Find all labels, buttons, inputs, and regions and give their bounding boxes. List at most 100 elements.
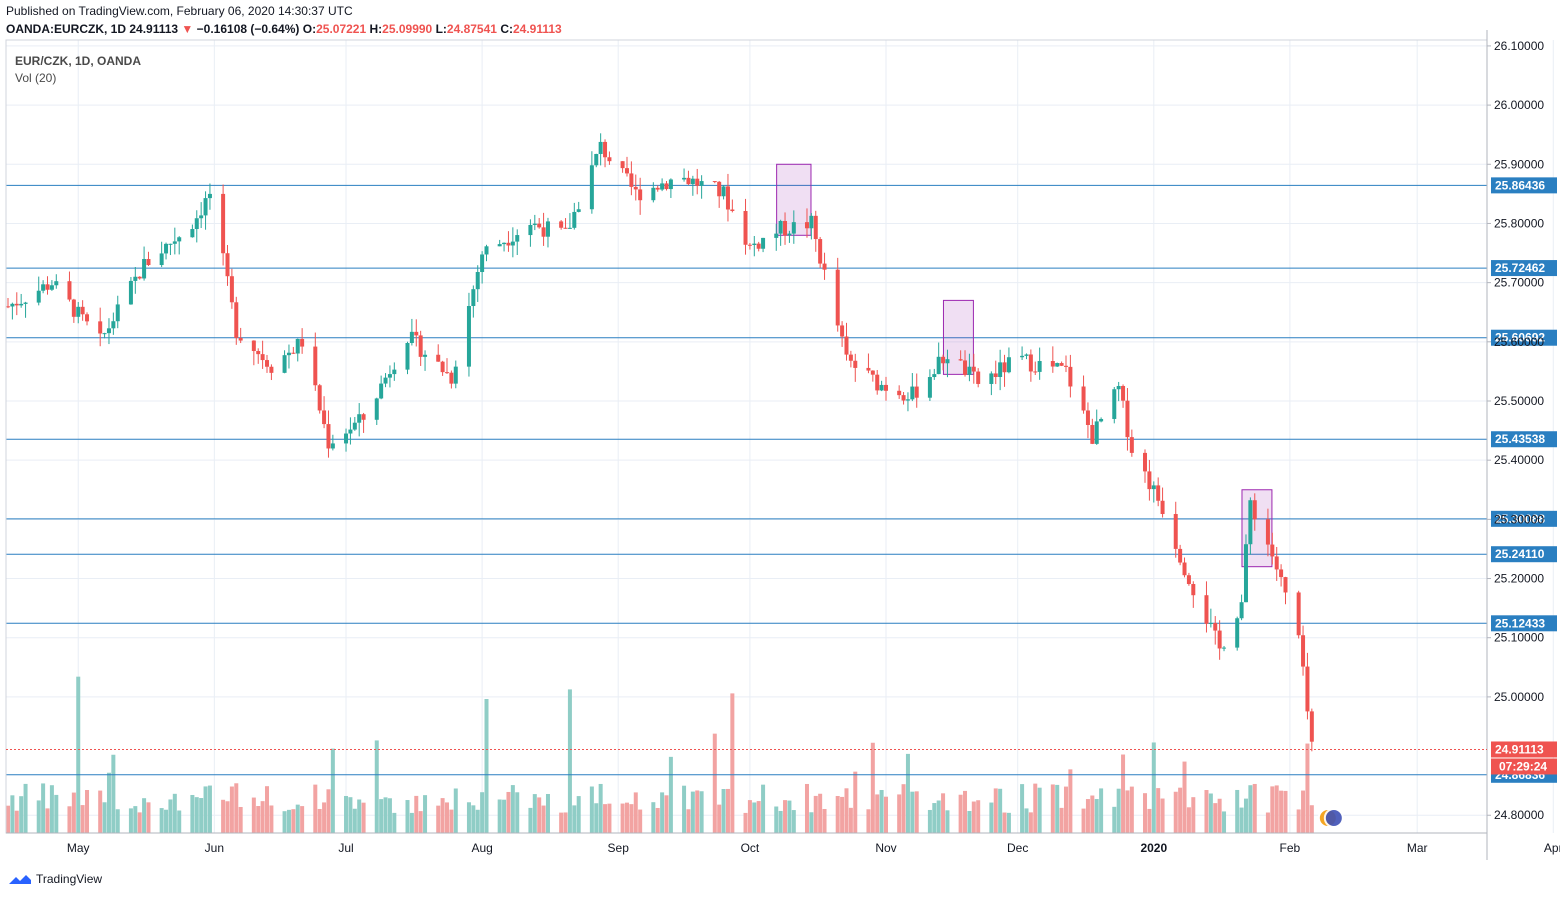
volume-bar [589, 786, 594, 833]
level-label: 25.86436 [1495, 178, 1545, 192]
x-tick-label: Oct [741, 841, 760, 855]
volume-bar [133, 806, 138, 833]
candle-body [787, 233, 792, 236]
volume-bar [598, 783, 603, 833]
volume-bar [1037, 787, 1042, 833]
candle-body [1156, 485, 1161, 501]
level-label: 25.12433 [1495, 616, 1545, 630]
volume-bar [778, 810, 783, 833]
volume-bar [409, 812, 414, 833]
volume-bar [269, 805, 274, 833]
last-price-label: 24.91113 [1495, 742, 1544, 756]
candle-body [164, 243, 169, 254]
volume-bar [392, 812, 397, 833]
volume-bar [98, 790, 103, 833]
candle-body [1274, 556, 1279, 570]
x-tick-label: Sep [608, 841, 630, 855]
candle-body [229, 276, 234, 303]
volume-bar [1129, 786, 1134, 833]
candle-body [1296, 592, 1301, 636]
volume-bar [545, 793, 550, 833]
volume-bar [651, 802, 656, 833]
candle-body [436, 354, 441, 362]
level-label-bg [1491, 260, 1557, 277]
candle-body [502, 242, 507, 245]
last-price: 24.91113 [129, 22, 179, 36]
candle-body [870, 370, 875, 375]
candle-body [567, 227, 572, 229]
candle-body [1186, 575, 1191, 585]
symbol-label[interactable]: OANDA:EURCZK, 1D [6, 22, 126, 36]
candle-body [945, 359, 950, 364]
volume-bar [725, 788, 730, 833]
volume-bar [440, 798, 445, 833]
candle-body [818, 239, 823, 264]
volume-bar [1151, 742, 1156, 833]
candle-body [971, 366, 976, 372]
volume-bar [229, 786, 234, 833]
candle-body [466, 306, 471, 367]
volume-bar [6, 805, 10, 833]
volume-bar [756, 801, 761, 833]
volume-bar [1173, 791, 1178, 833]
volume-bar [36, 800, 41, 833]
x-tick-label: Feb [1280, 841, 1301, 855]
volume-bar [1024, 808, 1029, 833]
down-arrow-icon: ▼ [181, 22, 194, 36]
candle-body [528, 224, 533, 236]
level-label-bg [1491, 177, 1557, 194]
y-tick-label: 24.80000 [1494, 808, 1544, 822]
volume-bar [905, 753, 910, 833]
candle-body [510, 241, 515, 246]
volume-bar [453, 788, 458, 833]
candle-body [844, 336, 849, 355]
volume-bar [480, 792, 485, 833]
candle-body [1085, 410, 1090, 425]
volume-bar [620, 803, 625, 833]
volume-bar [563, 812, 568, 833]
candle-body [177, 237, 182, 242]
close-key: C: [500, 22, 513, 36]
footer-brand[interactable]: TradingView [36, 872, 103, 886]
candle-body [1055, 363, 1060, 367]
chart-legend: EUR/CZK, 1D, OANDA Vol (20) [15, 53, 141, 87]
candle-body [269, 366, 274, 373]
volume-bar [993, 788, 998, 833]
volume-bar [85, 790, 90, 833]
candle-body [1147, 471, 1152, 490]
candle-body [374, 398, 379, 420]
y-tick-label: 25.00000 [1494, 690, 1544, 704]
level-label-bg [1491, 546, 1557, 563]
candle-body [1143, 452, 1148, 472]
candle-body [1033, 371, 1038, 373]
candle-body [387, 374, 392, 378]
candle-body [1309, 711, 1314, 742]
level-label-bg [1491, 431, 1557, 448]
horizontal-levels[interactable]: 25.86436 25.72462 25.60692 25.43538 25.30088… [6, 177, 1557, 783]
candle-body [1068, 366, 1073, 387]
volume-bar [23, 783, 28, 833]
candle-body [541, 227, 546, 237]
candles [6, 133, 1314, 752]
volume-bar [603, 804, 608, 833]
candle-body [471, 289, 476, 307]
volume-bar [1156, 788, 1161, 833]
candle-body [76, 306, 81, 317]
volume-bar [941, 793, 946, 833]
volume-bar [717, 804, 722, 833]
volume-bar [146, 802, 151, 833]
y-tick-label: 26.00000 [1494, 98, 1544, 112]
candle-body [660, 183, 665, 190]
volume-bar [1081, 808, 1086, 833]
volume-bar [128, 808, 133, 833]
candle-body [598, 141, 603, 154]
volume-bar [295, 804, 300, 833]
candle-body [10, 303, 15, 307]
candle-body [414, 331, 419, 336]
open-key: O: [302, 22, 317, 36]
candle-body [1151, 485, 1156, 490]
close-value: 24.91113 [512, 22, 562, 36]
candle-body [352, 422, 357, 430]
candle-body [330, 443, 335, 449]
